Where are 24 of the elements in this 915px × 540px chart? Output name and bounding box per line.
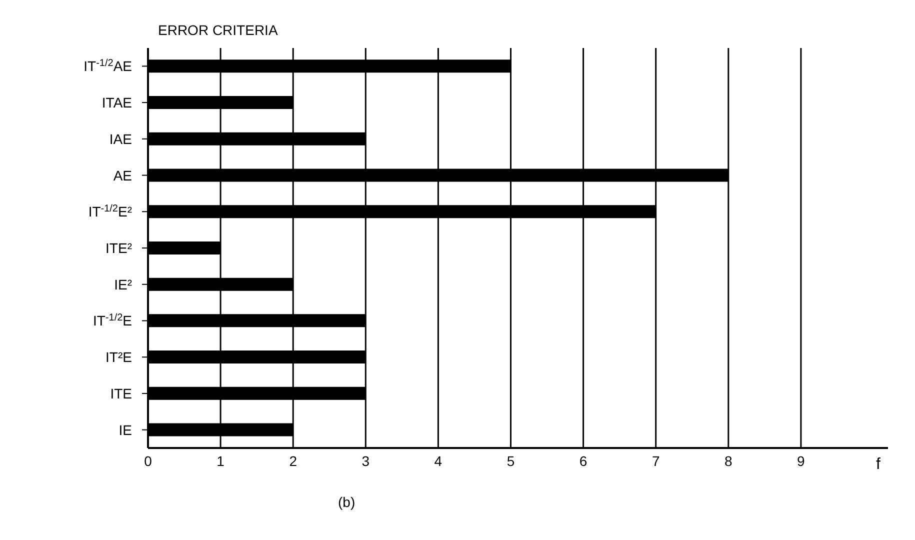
y-tick-label: ITE² [106,240,132,256]
x-tick-label: 6 [579,452,588,469]
y-tick-label: ITAE [102,94,132,111]
y-tick-label: IT$^{-1/2}$AE [84,58,132,74]
y-tick-label: IT²E [106,349,132,366]
text: (b) [338,494,356,510]
x-tick-label: 5 [506,452,515,469]
x-tick-label: 9 [797,452,806,469]
x-axis-title: f [876,456,880,474]
y-tick-label: IT$^{-1/2}$E [92,312,132,329]
x-tick-label: 1 [216,452,225,469]
x-tick-label: 0 [144,452,152,469]
y-tick-label: IT$^{-1/2}$E² [88,203,132,220]
x-tick-label: 3 [362,452,370,469]
y-tick-label: IE² [114,276,132,292]
y-tick-label: AE [113,167,132,184]
x-tick-label: 2 [289,452,298,469]
y-tick-label: IE [118,422,132,438]
x-tick-label: 7 [652,452,660,469]
y-tick-label: IAE [109,130,132,147]
y-axis-title: ERROR CRITERIA [158,22,278,38]
x-tick-label: 4 [434,452,442,469]
x-tick-label: 8 [724,452,732,469]
y-tick-label: ITE [110,385,132,402]
